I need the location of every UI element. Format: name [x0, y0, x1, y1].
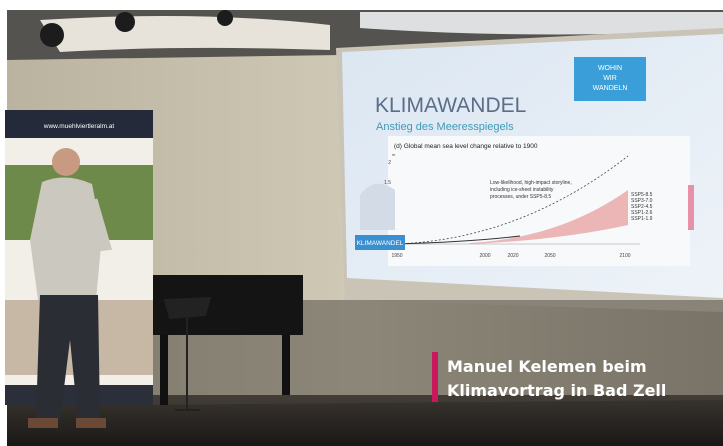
x-tick-label: 2100 [619, 253, 630, 259]
spotlight [40, 23, 64, 47]
spotlight [217, 10, 233, 26]
slide-button-text: KLIMAWANDEL [357, 240, 404, 247]
scenario-label: SSP1-1.9 [631, 216, 653, 222]
logo-text: WOHIN [598, 65, 622, 72]
page: { "banner": {"url": "www.muehlviertleral… [0, 0, 723, 446]
slide-title: KLIMAWANDEL [375, 94, 526, 117]
photo: KLIMAWANDEL Anstieg des Meeresspiegels W… [0, 0, 723, 446]
chart-title: (d) Global mean sea level change relativ… [394, 143, 538, 150]
y-tick-label: 2 [388, 160, 391, 166]
caption-accent [432, 352, 438, 402]
logo-text: WIR [603, 75, 617, 82]
x-tick-label: 1950 [391, 253, 402, 259]
banner-url: www.muehlviertleralm.at [43, 123, 115, 130]
annotation: processes, under SSP5-8.5 [490, 194, 551, 200]
spotlight [115, 12, 135, 32]
logo-text: WANDELN [593, 85, 628, 92]
shoe [28, 418, 58, 428]
annotation: including ice-sheet instability [490, 187, 554, 193]
head [52, 148, 80, 176]
shirt [30, 177, 102, 300]
slide-subtitle: Anstieg des Meeresspiegels [376, 121, 514, 133]
shoe [76, 418, 106, 428]
x-tick-label: 2020 [507, 253, 518, 259]
range-bar [688, 185, 694, 230]
ceiling-panel [40, 16, 330, 52]
caption-line: Manuel Kelemen beim [447, 357, 647, 376]
caption-line: Klimavortrag in Bad Zell [447, 381, 666, 400]
wave-icon [360, 184, 395, 230]
piano-leg [282, 335, 290, 395]
x-tick-label: 2050 [544, 253, 555, 259]
piano-leg [160, 335, 168, 405]
x-tick-label: 2000 [479, 253, 490, 259]
annotation: Low-likelihood, high-impact storyline, [490, 180, 572, 186]
